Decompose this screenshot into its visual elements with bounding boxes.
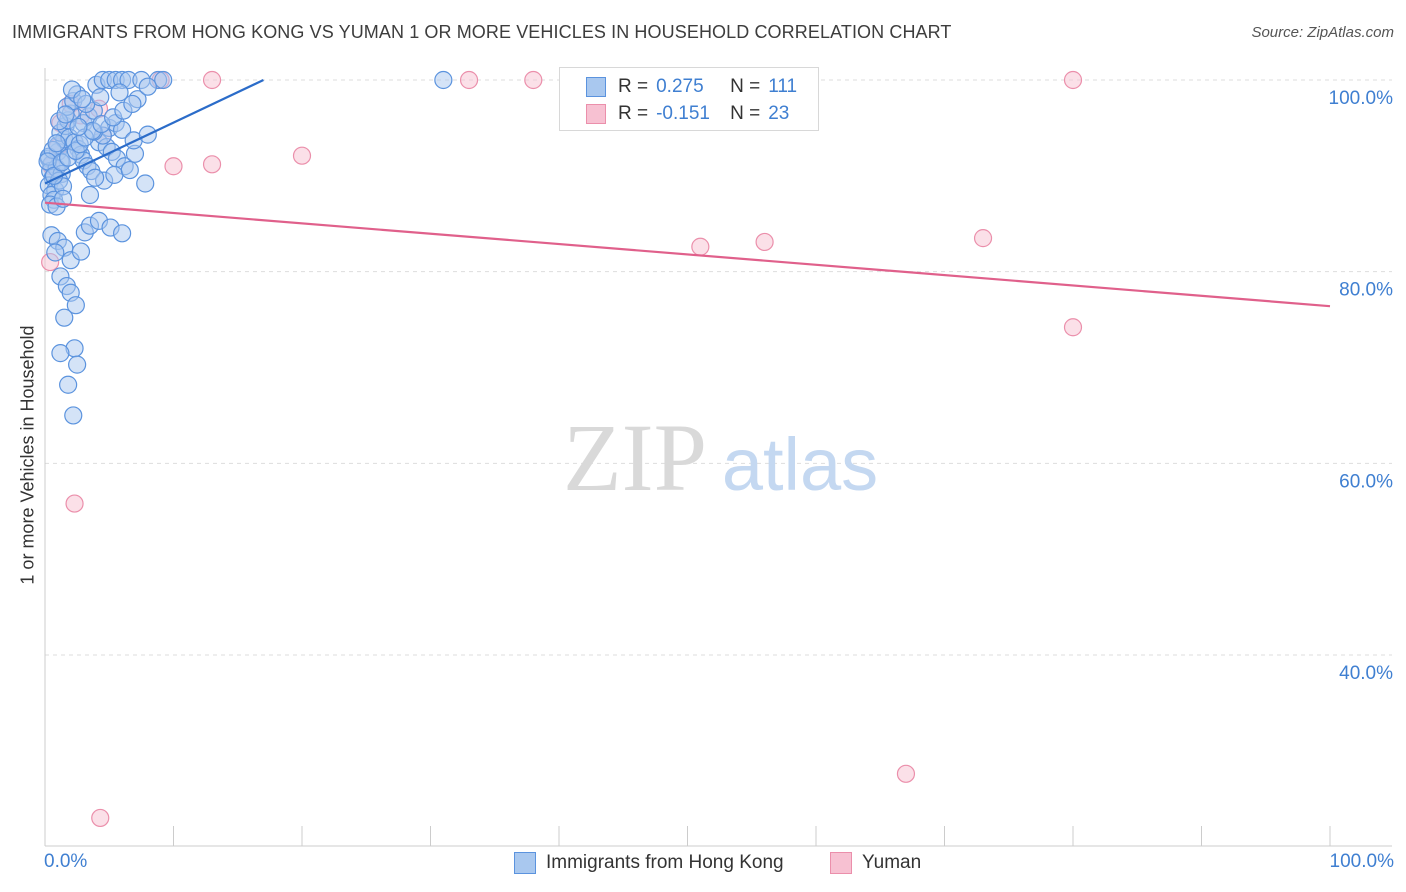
hong-kong-point <box>66 296 85 315</box>
legend-label-hong-kong: Immigrants from Hong Kong <box>546 852 784 873</box>
hong-kong-point <box>51 344 70 363</box>
trend-line-yuman <box>44 201 1331 308</box>
n-value: 111 <box>768 76 798 97</box>
hong-kong-point <box>47 134 66 153</box>
gridlines <box>45 79 1392 656</box>
hong-kong-point <box>112 224 132 243</box>
x-tick-min: 0.0% <box>44 851 88 872</box>
legend-swatch-yuman <box>830 852 852 874</box>
series-yuman-points <box>41 70 1083 828</box>
hong-kong-point <box>112 120 132 139</box>
hong-kong-point <box>46 243 65 262</box>
hong-kong-point <box>64 406 83 425</box>
yuman-point <box>459 70 479 90</box>
chart-title: IMMIGRANTS FROM HONG KONG VS YUMAN 1 OR … <box>12 22 952 42</box>
swatch-yuman <box>586 104 606 124</box>
watermark-atlas: atlas <box>722 423 878 506</box>
hong-kong-point <box>55 308 74 327</box>
hong-kong-point <box>73 90 92 109</box>
legend-label-yuman: Yuman <box>862 852 922 873</box>
y-tick-label: 40.0% <box>1339 663 1393 684</box>
stats-row-yuman: R = -0.151 N = 23 <box>586 102 790 126</box>
hong-kong-point <box>80 185 100 205</box>
legend-item-hong-kong[interactable]: Immigrants from Hong Kong <box>514 852 784 874</box>
series-legend: Immigrants from Hong Kong Yuman <box>0 850 1406 878</box>
series-hong-kong-points <box>38 70 453 425</box>
y-tick-label: 100.0% <box>1329 88 1394 109</box>
hong-kong-point <box>86 168 105 187</box>
n-label: N = <box>730 103 761 124</box>
hong-kong-point <box>154 70 173 90</box>
yuman-point <box>202 155 222 174</box>
yuman-point <box>524 70 543 90</box>
n-value: 23 <box>768 103 790 124</box>
yuman-point <box>91 808 110 828</box>
yuman-point <box>292 146 312 165</box>
axes <box>44 68 1392 847</box>
hong-kong-point <box>68 355 87 374</box>
swatch-hong-kong <box>586 77 606 97</box>
yuman-point <box>1063 70 1083 90</box>
y-tick-labels: 100.0% 80.0% 60.0% 40.0% <box>1329 88 1394 684</box>
hong-kong-point <box>110 83 129 102</box>
r-label: R = <box>618 76 649 97</box>
source-label: Source: ZipAtlas.com <box>1251 24 1394 41</box>
legend-item-yuman[interactable]: Yuman <box>830 852 921 874</box>
trend-lines <box>44 79 1331 308</box>
y-tick-label: 60.0% <box>1339 471 1393 492</box>
stats-row-hong-kong: R = 0.275 N = 111 <box>586 75 798 99</box>
yuman-point <box>896 764 916 783</box>
hong-kong-point <box>91 88 110 107</box>
y-tick-label: 80.0% <box>1339 280 1393 301</box>
yuman-point <box>973 229 993 248</box>
trend-line-hong-kong <box>44 79 264 185</box>
watermark-zip: ZIP <box>563 404 707 511</box>
hong-kong-point <box>434 70 453 90</box>
hong-kong-point <box>123 94 142 114</box>
hong-kong-point <box>105 165 124 184</box>
yuman-point <box>202 70 222 90</box>
yuman-point <box>755 232 774 252</box>
yuman-point <box>1063 318 1083 337</box>
yuman-point <box>65 494 84 513</box>
hong-kong-point <box>69 117 88 137</box>
r-value: 0.275 <box>656 76 704 97</box>
hong-kong-point <box>120 160 139 180</box>
hong-kong-point <box>56 105 75 124</box>
legend-swatch-hong-kong <box>514 852 536 874</box>
yuman-point <box>691 237 710 256</box>
r-value: -0.151 <box>656 103 710 124</box>
stats-legend: R = 0.275 N = 111 R = -0.151 N = 23 <box>559 67 819 131</box>
hong-kong-point <box>59 375 78 394</box>
x-tick-max: 100.0% <box>1329 851 1394 872</box>
r-label: R = <box>618 103 649 124</box>
hong-kong-point <box>136 174 155 193</box>
hong-kong-point <box>138 77 157 96</box>
n-label: N = <box>730 76 761 97</box>
yuman-point <box>164 157 183 176</box>
hong-kong-point <box>71 242 91 261</box>
